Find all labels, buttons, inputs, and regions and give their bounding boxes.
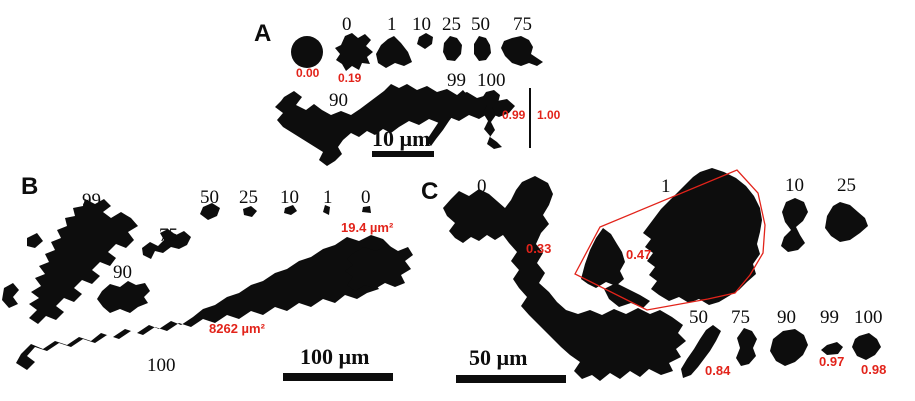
value-a-p100: 0.99 <box>502 108 526 122</box>
blob-c-p99 <box>821 342 843 355</box>
percentile-label-a-0: 0 <box>342 14 352 35</box>
percentile-label-b-1: 1 <box>323 187 333 208</box>
value-c-p50: 0.84 <box>705 363 731 378</box>
percentile-label-b-50: 50 <box>200 187 219 208</box>
percentile-label-c-50: 50 <box>689 307 708 328</box>
blob-c-p0 <box>443 176 686 381</box>
percentile-label-c-100: 100 <box>854 307 883 328</box>
panel-label-c: C <box>421 178 439 205</box>
percentile-label-b-99: 99 <box>82 190 101 211</box>
scale-bar-c <box>456 375 566 383</box>
blob-c-p1-left <box>581 228 625 288</box>
percentile-label-c-25: 25 <box>837 175 856 196</box>
blob-a-circle <box>291 36 323 68</box>
blob-a-p25 <box>443 36 462 61</box>
value-c-p99: 0.97 <box>819 354 845 369</box>
reference-divider-line <box>529 88 531 148</box>
blob-c-p50 <box>681 325 721 378</box>
blob-a-p75 <box>501 36 543 66</box>
value-c-p1: 0.47 <box>626 247 652 262</box>
percentile-label-c-75: 75 <box>731 307 750 328</box>
percentile-label-a-100: 100 <box>477 70 506 91</box>
blob-c-p1-bridge <box>604 283 650 308</box>
blob-a-p100 <box>482 90 502 149</box>
blob-b-p25 <box>243 206 257 217</box>
scale-bar-b <box>283 373 393 381</box>
percentile-label-a-25: 25 <box>442 14 461 35</box>
value-c-p100: 0.98 <box>861 362 887 377</box>
blob-c-p100 <box>852 333 881 360</box>
blob-a-p99 <box>426 90 468 146</box>
blob-b-p75 <box>142 229 191 259</box>
panel-label-b: B <box>21 173 39 200</box>
blob-b-p10 <box>284 205 297 215</box>
blob-b-p50 <box>200 203 220 220</box>
value-a-circle: 0.00 <box>296 66 320 80</box>
scale-bar-label-c: 50 µm <box>469 345 528 370</box>
percentile-label-b-90: 90 <box>113 262 132 283</box>
scale-bar-a <box>372 151 434 157</box>
percentile-label-a-1: 1 <box>387 14 397 35</box>
blob-c-p1-right <box>643 168 762 305</box>
blob-b-p100 <box>16 235 391 370</box>
percentile-label-b-0: 0 <box>361 187 371 208</box>
scale-bar-label-b: 100 µm <box>300 344 370 369</box>
percentile-label-c-99: 99 <box>820 307 839 328</box>
blob-b-p99-fragment-2 <box>2 283 19 308</box>
value-c-p0: 0.33 <box>526 241 552 256</box>
percentile-label-a-75: 75 <box>513 14 532 35</box>
blob-c-p75 <box>736 328 757 366</box>
value-a-p0: 0.19 <box>338 71 362 85</box>
panel-label-a: A <box>254 20 272 47</box>
percentile-label-c-0: 0 <box>477 176 487 197</box>
blob-a-p10 <box>417 33 433 49</box>
percentile-label-b-10: 10 <box>280 187 299 208</box>
blob-b-p90 <box>97 281 150 313</box>
blob-a-p1 <box>376 36 412 68</box>
percentile-label-b-75: 75 <box>159 225 178 246</box>
value-a-reference: 1.00 <box>537 108 561 122</box>
value-b-max-area: 8262 µm² <box>209 321 265 336</box>
blob-a-p0 <box>335 33 373 71</box>
value-b-min-area: 19.4 µm² <box>341 220 394 235</box>
convex-hull-outline <box>574 169 766 311</box>
blob-c-p90 <box>770 329 808 366</box>
blob-b-p99 <box>29 199 138 324</box>
percentile-label-c-1: 1 <box>661 176 671 197</box>
blob-c-p25 <box>825 202 868 242</box>
percentile-label-c-90: 90 <box>777 307 796 328</box>
blob-b-p99-fragment-1 <box>27 233 43 248</box>
blob-a-p50 <box>474 36 491 61</box>
percentile-label-a-99: 99 <box>447 70 466 91</box>
percentile-label-a-10: 10 <box>412 14 431 35</box>
blob-c-p10 <box>781 198 808 252</box>
percentile-label-c-10: 10 <box>785 175 804 196</box>
blob-b-p1 <box>323 205 330 215</box>
percentile-label-b-100: 100 <box>147 355 176 376</box>
blob-b-p0 <box>362 206 371 213</box>
percentile-label-a-90: 90 <box>329 90 348 111</box>
percentile-label-a-50: 50 <box>471 14 490 35</box>
blob-b-p100-cluster <box>345 245 413 291</box>
scale-bar-label-a: 10 µm <box>372 126 431 151</box>
percentile-label-b-25: 25 <box>239 187 258 208</box>
